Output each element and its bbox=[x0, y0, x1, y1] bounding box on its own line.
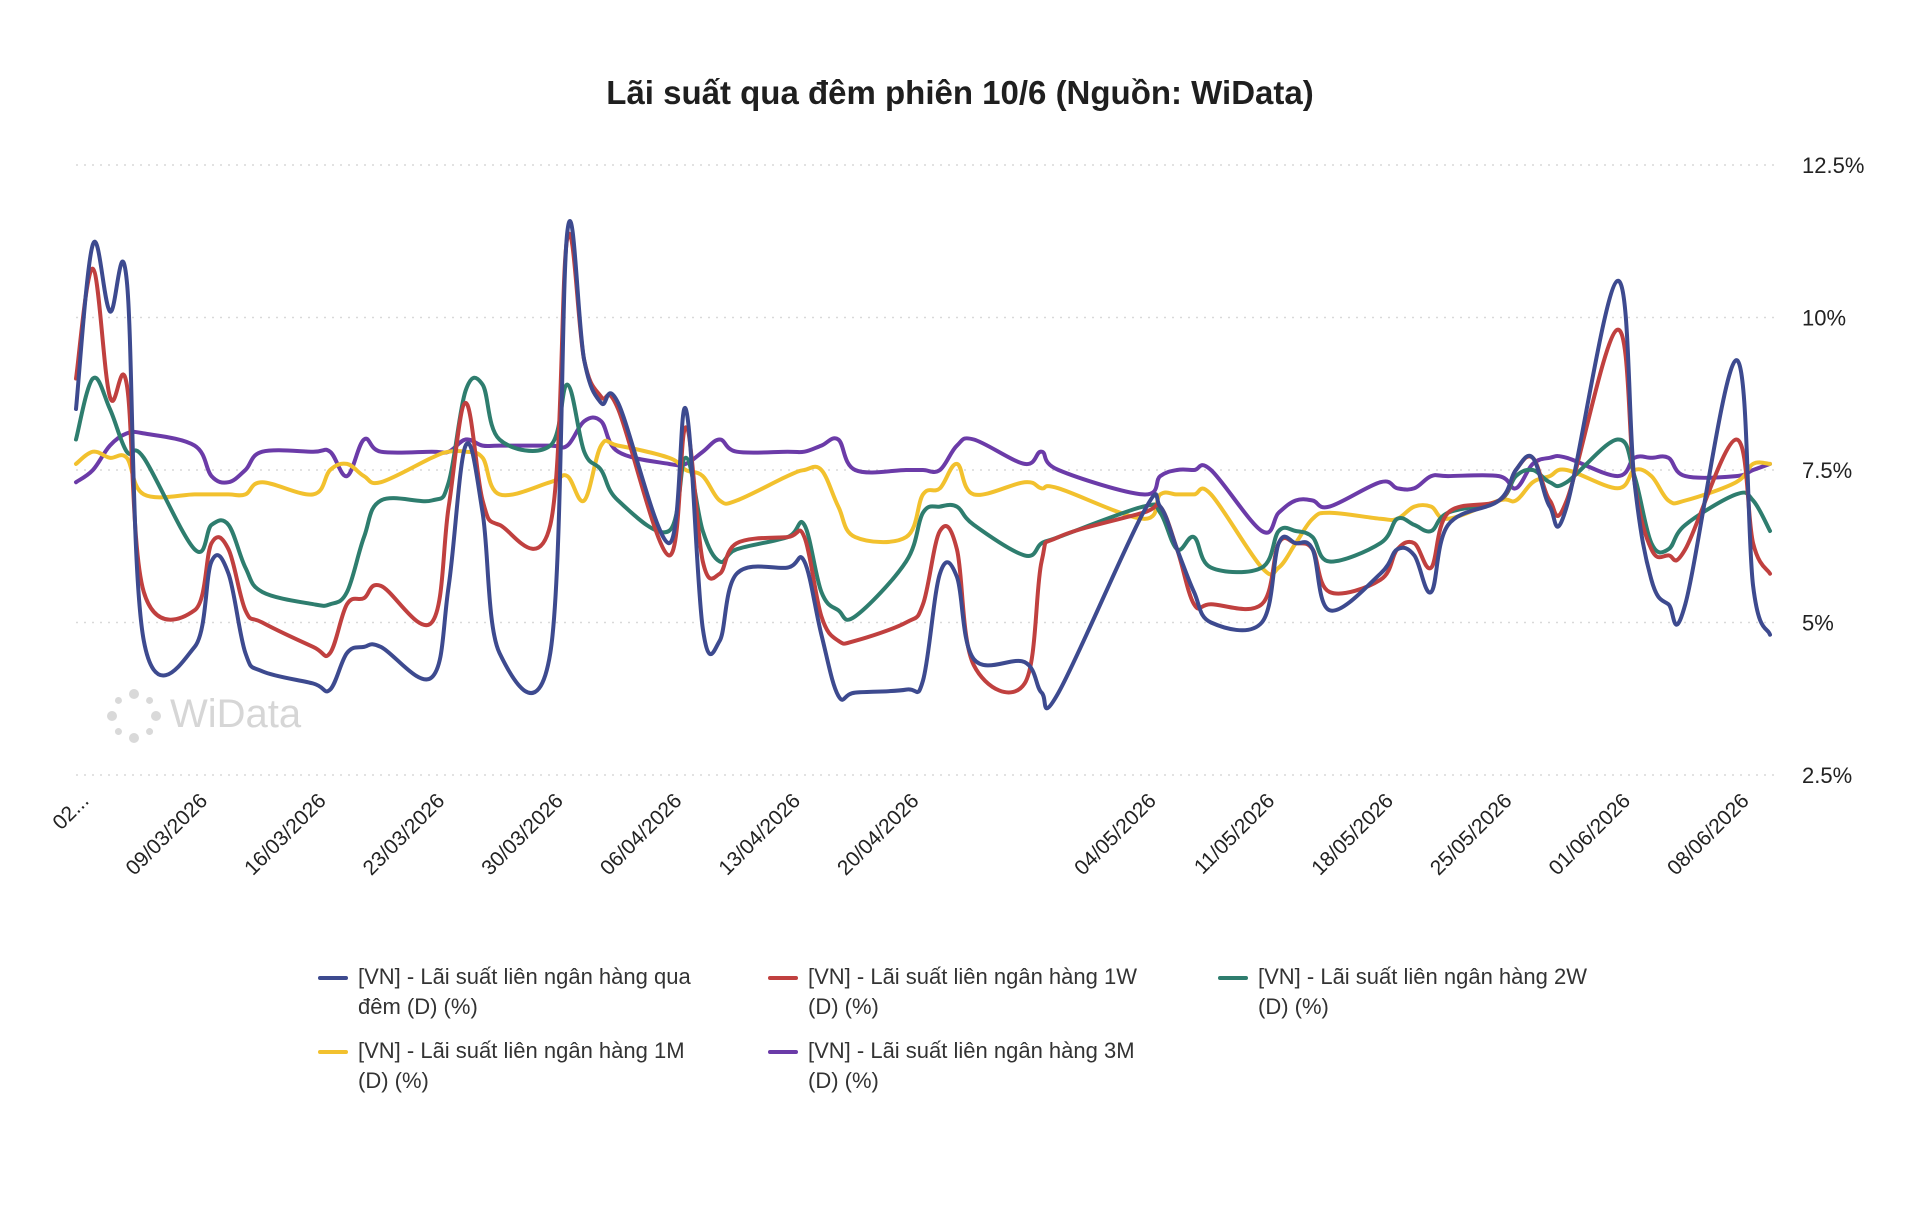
legend-label: [VN] - Lãi suất liên ngân hàng 1W (D) (%… bbox=[808, 964, 1137, 1019]
legend-swatch bbox=[318, 1050, 348, 1054]
y-tick-label: 10% bbox=[1802, 306, 1846, 331]
x-tick-label: 20/04/2026 bbox=[833, 789, 924, 880]
watermark-dot bbox=[114, 728, 122, 736]
watermark-dot bbox=[107, 711, 117, 721]
legend-item[interactable]: [VN] - Lãi suất liên ngân hàng 1M (D) (%… bbox=[318, 1036, 698, 1096]
legend-item[interactable]: [VN] - Lãi suất liên ngân hàng qua đêm (… bbox=[318, 962, 698, 1022]
x-tick-label: 30/03/2026 bbox=[477, 789, 568, 880]
watermark-dot bbox=[114, 696, 122, 704]
series-line-5 bbox=[74, 415, 1772, 535]
x-tick-label: 11/05/2026 bbox=[1190, 789, 1279, 878]
legend-swatch bbox=[768, 1050, 798, 1054]
x-tick-label: 01/06/2026 bbox=[1544, 789, 1635, 880]
legend-swatch bbox=[1218, 976, 1248, 980]
x-tick-label: 09/03/2026 bbox=[122, 789, 213, 880]
chart-title: Lãi suất qua đêm phiên 10/6 (Nguồn: WiDa… bbox=[606, 74, 1313, 111]
x-tick-label: 16/03/2026 bbox=[240, 789, 331, 880]
legend-item[interactable]: [VN] - Lãi suất liên ngân hàng 3M (D) (%… bbox=[768, 1036, 1148, 1096]
watermark-logo-icon bbox=[107, 689, 161, 743]
x-tick-label: 04/05/2026 bbox=[1070, 789, 1161, 880]
legend-label: [VN] - Lãi suất liên ngân hàng 3M (D) (%… bbox=[808, 1038, 1135, 1093]
legend-swatch bbox=[768, 976, 798, 980]
watermark: WiData bbox=[107, 689, 302, 743]
legend-label: [VN] - Lãi suất liên ngân hàng qua đêm (… bbox=[358, 964, 691, 1019]
y-axis: 2.5% 5% 7.5% 10% 12.5% bbox=[1802, 153, 1864, 788]
watermark-text: WiData bbox=[170, 692, 302, 736]
x-tick-label: 06/04/2026 bbox=[596, 789, 687, 880]
series-line-4 bbox=[74, 438, 1772, 577]
legend-label: [VN] - Lãi suất liên ngân hàng 1M (D) (%… bbox=[358, 1038, 685, 1093]
x-axis: 02... 09/03/2026 16/03/2026 23/03/2026 30/03… bbox=[48, 789, 1753, 880]
x-tick-label: 23/03/2026 bbox=[359, 789, 450, 880]
watermark-dot bbox=[151, 711, 161, 721]
watermark-dot bbox=[129, 689, 139, 699]
legend-item[interactable]: [VN] - Lãi suất liên ngân hàng 1W (D) (%… bbox=[768, 962, 1148, 1022]
x-tick-label: 02... bbox=[48, 789, 93, 834]
series-line-1 bbox=[74, 219, 1772, 711]
series-lines bbox=[74, 219, 1772, 711]
x-tick-label: 13/04/2026 bbox=[714, 789, 805, 880]
y-tick-label: 7.5% bbox=[1802, 458, 1852, 483]
y-tick-label: 12.5% bbox=[1802, 153, 1864, 178]
series-line-2 bbox=[74, 232, 1772, 695]
x-tick-label: 08/06/2026 bbox=[1663, 789, 1754, 880]
y-tick-label: 2.5% bbox=[1802, 763, 1852, 788]
y-tick-label: 5% bbox=[1802, 611, 1834, 636]
legend-label: [VN] - Lãi suất liên ngân hàng 2W (D) (%… bbox=[1258, 964, 1587, 1019]
watermark-dot bbox=[146, 728, 154, 736]
watermark-dot bbox=[129, 733, 139, 743]
legend-swatch bbox=[318, 976, 348, 980]
watermark-dot bbox=[146, 696, 154, 704]
x-tick-label: 18/05/2026 bbox=[1307, 789, 1398, 880]
legend-item[interactable]: [VN] - Lãi suất liên ngân hàng 2W (D) (%… bbox=[1218, 962, 1598, 1022]
x-tick-label: 25/05/2026 bbox=[1426, 789, 1517, 880]
